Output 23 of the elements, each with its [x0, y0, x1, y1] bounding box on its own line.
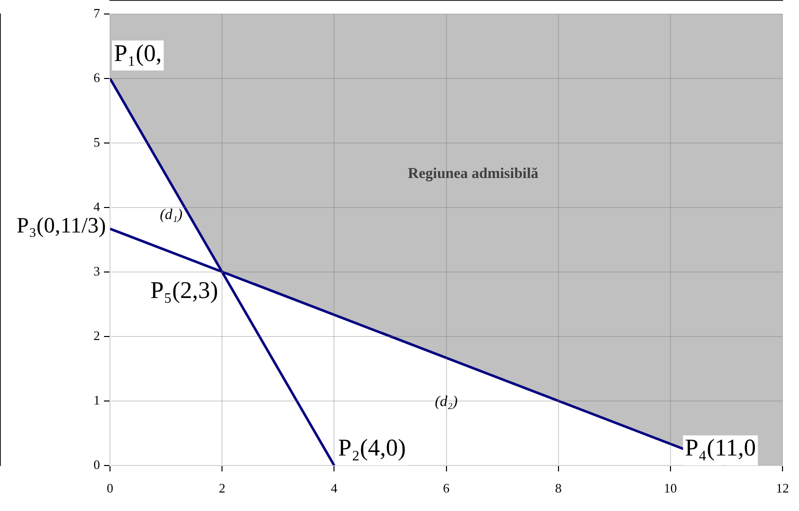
- x-tick-label: 0: [106, 480, 114, 496]
- x-tick-label: 12: [776, 480, 789, 496]
- y-tick-label: 6: [94, 70, 100, 85]
- y-tick-label: 2: [94, 328, 100, 343]
- y-tick-label: 4: [94, 198, 100, 214]
- y-tick-label: 5: [94, 134, 100, 150]
- x-tick-label: 8: [555, 480, 562, 496]
- y-tick-label: 7: [94, 5, 100, 20]
- annotation: P₃(0,11/3): [16, 212, 106, 238]
- x-tick-label: 10: [664, 480, 677, 496]
- annotation: Regiunea admisibilă: [408, 166, 539, 182]
- x-tick-label: 4: [330, 480, 338, 496]
- annotation: P₄(11,0: [685, 436, 756, 462]
- y-tick-label: 3: [94, 263, 100, 278]
- x-tick-label: 6: [443, 480, 450, 496]
- y-tick-label: 0: [94, 456, 100, 472]
- annotation: (d₂): [434, 394, 458, 410]
- y-tick-label: 1: [94, 392, 100, 408]
- annotation: P₂(4,0): [338, 436, 406, 462]
- annotation: (d₁): [160, 206, 183, 223]
- x-tick-label: 2: [218, 480, 226, 496]
- annotation: P₅(2,3): [150, 278, 218, 304]
- annotation: P₁(0,: [114, 40, 162, 67]
